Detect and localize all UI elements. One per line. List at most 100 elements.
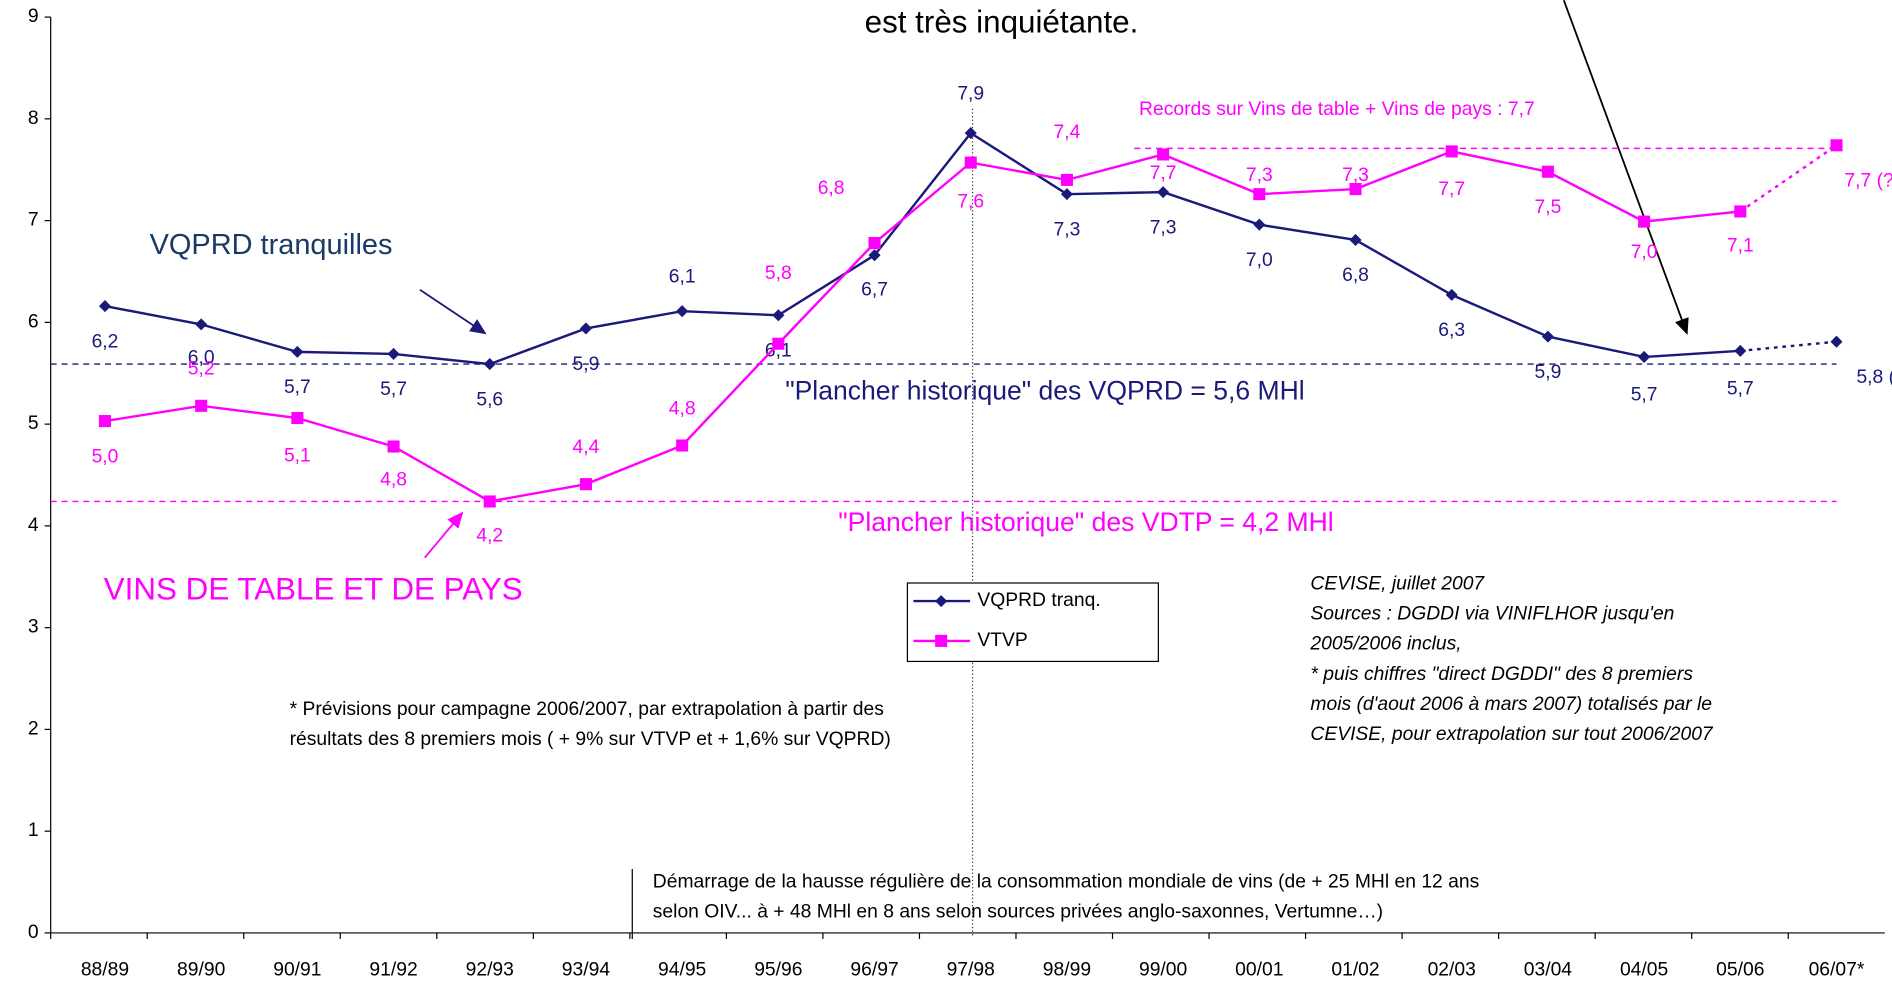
point xyxy=(1349,183,1362,196)
x-tick-label: 89/90 xyxy=(177,959,225,980)
point xyxy=(387,440,400,453)
x-tick-label: 02/03 xyxy=(1428,959,1476,980)
point xyxy=(1830,335,1843,348)
point xyxy=(1445,145,1458,158)
data-label: 6,3 xyxy=(1438,320,1465,341)
data-label: 7,7 xyxy=(1150,163,1177,184)
y-tick-label: 5 xyxy=(28,413,39,434)
data-label: 7,3 xyxy=(1246,165,1273,186)
data-label: 7,3 xyxy=(1342,165,1369,186)
data-label: 7,4 xyxy=(1054,122,1081,143)
series-line xyxy=(104,150,1741,503)
x-tick-label: 94/95 xyxy=(658,959,706,980)
legend-label: VTVP xyxy=(977,630,1027,651)
data-label: 5,8 xyxy=(765,263,792,284)
arrow xyxy=(1562,0,1689,335)
y-tick-label: 2 xyxy=(28,718,39,739)
data-label: 4,8 xyxy=(669,398,696,419)
point xyxy=(772,337,785,350)
data-label: 6,0 xyxy=(188,347,215,368)
data-label: 7,7 xyxy=(1438,179,1465,200)
series-line-forecast xyxy=(1739,144,1838,213)
data-label: 4,2 xyxy=(476,526,503,547)
point xyxy=(483,358,496,371)
point xyxy=(676,305,689,318)
point xyxy=(1349,233,1362,246)
data-label: 5,8 (?) * xyxy=(1856,367,1892,388)
annotation: VINS DE TABLE ET DE PAYS xyxy=(104,572,523,607)
data-label: 5,7 xyxy=(380,379,407,400)
point xyxy=(1060,173,1073,186)
data-label: 5,7 xyxy=(284,377,311,398)
point xyxy=(579,478,592,491)
data-label: 5,7 xyxy=(1631,385,1658,406)
x-tick-label: 95/96 xyxy=(754,959,802,980)
x-tick-label: 97/98 xyxy=(947,959,995,980)
data-label: 5,1 xyxy=(284,446,311,467)
footnote: * Prévisions pour campagne 2006/2007, pa… xyxy=(290,699,884,720)
x-tick-label: 06/07* xyxy=(1809,959,1865,980)
point xyxy=(1638,215,1651,228)
point xyxy=(1541,165,1554,178)
legend xyxy=(906,582,1159,663)
point xyxy=(868,236,881,250)
data-label: 5,7 xyxy=(1727,379,1754,400)
data-label: 6,8 xyxy=(1342,265,1369,286)
legend-marker xyxy=(935,595,948,608)
source-note: 2005/2006 inclus, xyxy=(1309,634,1461,655)
point xyxy=(98,300,112,313)
y-tick-label: 8 xyxy=(28,108,39,129)
x-tick-label: 88/89 xyxy=(81,959,129,980)
data-label: 7,1 xyxy=(1727,236,1754,257)
legend-label: VQPRD tranq. xyxy=(977,590,1100,611)
point xyxy=(1157,186,1170,199)
point xyxy=(1060,188,1073,201)
data-label: 5,9 xyxy=(573,354,600,375)
data-label: 7,9 xyxy=(957,84,984,105)
data-label: 7,7 (?) * xyxy=(1844,171,1892,192)
data-label: 7,0 xyxy=(1631,242,1658,263)
x-tick-label: 92/93 xyxy=(466,959,514,980)
point xyxy=(195,318,208,331)
point xyxy=(1253,218,1266,231)
x-tick-label: 99/00 xyxy=(1139,959,1187,980)
x-tick-label: 93/94 xyxy=(562,959,611,980)
data-label: 4,8 xyxy=(380,469,407,490)
data-label: 6,7 xyxy=(861,279,888,300)
point xyxy=(964,156,977,169)
point xyxy=(1830,139,1843,152)
point xyxy=(1734,205,1747,218)
point xyxy=(387,347,400,360)
point xyxy=(483,495,496,508)
x-tick-label: 05/06 xyxy=(1716,959,1764,980)
x-tick-label: 96/97 xyxy=(850,959,898,980)
source-note: CEVISE, juillet 2007 xyxy=(1310,573,1485,594)
series-line-forecast xyxy=(1740,340,1837,353)
point xyxy=(964,127,977,140)
y-tick-label: 7 xyxy=(28,210,39,231)
arrow xyxy=(419,289,487,335)
source-note: mois (d'aout 2006 à mars 2007) totalisés… xyxy=(1310,694,1712,715)
y-tick-label: 4 xyxy=(28,515,39,536)
series-line xyxy=(104,131,1741,366)
data-label: 5,6 xyxy=(476,389,503,410)
y-tick-label: 6 xyxy=(28,311,39,332)
footnote: résultats des 8 premiers mois ( + 9% sur… xyxy=(290,729,891,750)
reference-label: "Plancher historique" des VDTP = 4,2 MHl xyxy=(838,507,1333,537)
point xyxy=(1734,344,1747,357)
point xyxy=(1638,350,1651,363)
data-label: 7,3 xyxy=(1150,217,1177,238)
reference-label: Records sur Vins de table + Vins de pays… xyxy=(1139,99,1535,120)
data-label: 5,0 xyxy=(92,446,119,467)
point xyxy=(1541,330,1554,343)
data-label: 6,2 xyxy=(92,331,119,352)
data-label: 5,9 xyxy=(1534,362,1561,383)
point xyxy=(195,399,208,412)
x-tick-label: 98/99 xyxy=(1043,959,1091,980)
data-label: 4,4 xyxy=(573,437,600,458)
y-tick-label: 1 xyxy=(28,820,39,841)
data-label: 6,8 xyxy=(818,178,845,199)
source-note: Sources : DGDDI via VINIFLHOR jusqu'en xyxy=(1310,603,1674,624)
x-tick-label: 91/92 xyxy=(369,959,417,980)
